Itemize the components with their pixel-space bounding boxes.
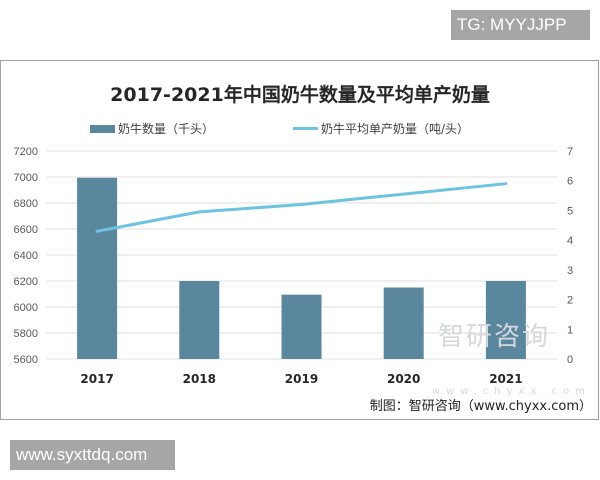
bar <box>77 177 118 359</box>
y-right-tick-label: 0 <box>567 354 573 366</box>
legend-swatch-line <box>293 127 318 130</box>
y-left-tick-label: 6400 <box>14 250 38 262</box>
y-left-tick-label: 6600 <box>14 224 38 236</box>
y-left-tick-label: 6000 <box>14 302 38 314</box>
bar <box>485 281 526 359</box>
bar <box>383 287 424 359</box>
y-right-tick-label: 3 <box>567 265 573 277</box>
y-right-tick-label: 5 <box>567 205 573 217</box>
legend-label: 奶牛平均单产奶量（吨/头） <box>321 122 470 136</box>
line-point <box>504 182 508 186</box>
y-right-tick-label: 6 <box>567 176 573 188</box>
line-point <box>402 192 406 196</box>
legend-label: 奶牛数量（千头） <box>118 122 215 136</box>
logo-watermark-url: www.chyxx.com <box>432 386 591 397</box>
y-left-tick-label: 6800 <box>14 198 38 210</box>
y-left-tick-label: 7000 <box>14 172 38 184</box>
x-tick-label: 2020 <box>387 372 420 386</box>
line-point <box>197 210 201 214</box>
y-left-tick-label: 7200 <box>14 146 38 158</box>
x-tick-label: 2019 <box>285 372 318 386</box>
y-right-tick-label: 2 <box>567 295 573 307</box>
x-tick-label: 2021 <box>489 372 522 386</box>
x-tick-label: 2017 <box>80 372 113 386</box>
y-left-tick-label: 5800 <box>14 328 38 340</box>
y-right-tick-label: 4 <box>567 235 573 247</box>
line-series <box>96 182 507 233</box>
y-left-tick-label: 6200 <box>14 276 38 288</box>
legend-item-line: 奶牛平均单产奶量（吨/头） <box>293 120 469 137</box>
logo-watermark: 智研咨询 <box>438 322 551 352</box>
bar <box>179 281 220 359</box>
y-left-tick-label: 5600 <box>14 354 38 366</box>
legend-item-bar: 奶牛数量（千头） <box>90 120 214 137</box>
source-note: 制图：智研咨询（www.chyxx.com） <box>369 399 592 414</box>
chart-title: 2017-2021年中国奶牛数量及平均单产奶量 <box>110 84 490 106</box>
x-tick-label: 2018 <box>183 372 216 386</box>
line-point <box>300 202 303 206</box>
y-right-tick-label: 7 <box>567 146 573 158</box>
tg-watermark: TG: MYYJJPP <box>451 10 590 40</box>
chart-frame <box>0 60 599 420</box>
line-point <box>95 229 99 233</box>
legend-swatch-bar <box>90 124 115 133</box>
url-watermark: www.syxttdq.com <box>10 440 175 470</box>
y-right-tick-label: 1 <box>567 324 573 336</box>
bar <box>281 294 322 359</box>
